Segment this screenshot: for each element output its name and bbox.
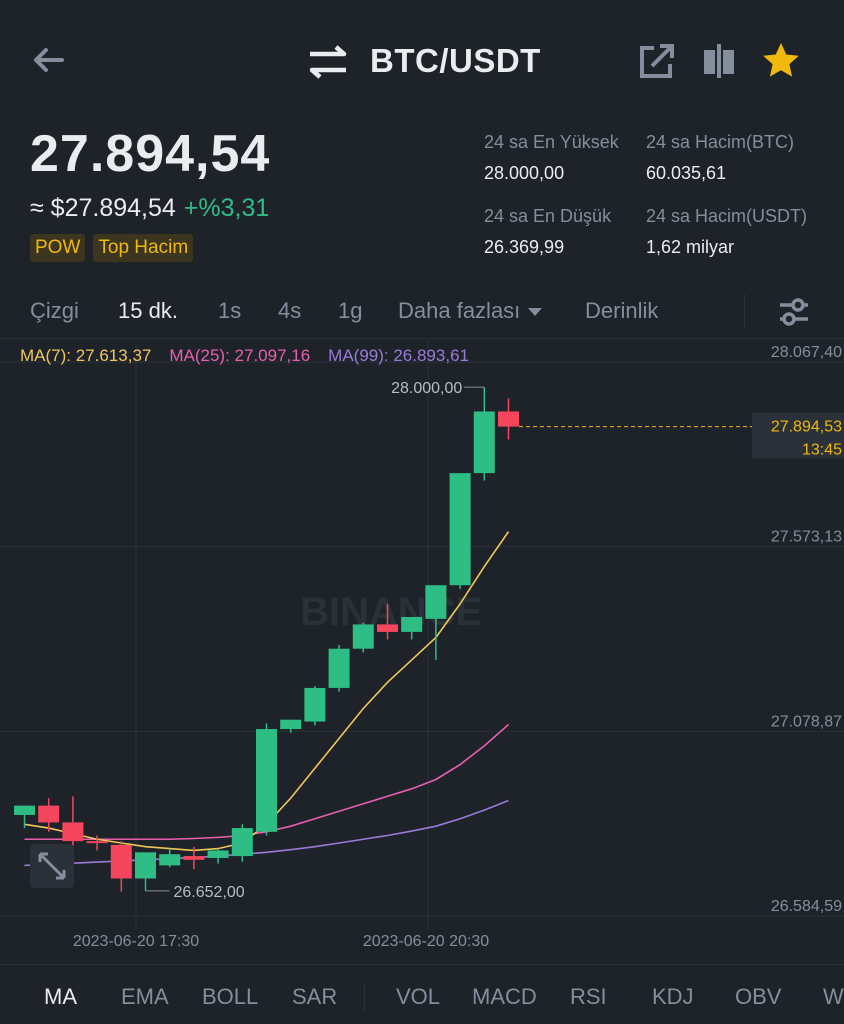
tab-15m[interactable]: 15 dk. xyxy=(118,298,178,323)
tab-more[interactable]: Daha fazlası xyxy=(398,298,543,324)
caret-down-icon xyxy=(528,308,543,317)
candle-body xyxy=(280,719,302,730)
ma99-label: MA(99): 26.893,61 xyxy=(328,346,469,365)
candle-body xyxy=(159,854,181,866)
volume-btc-value: 60.035,61 xyxy=(646,163,727,183)
candle-body xyxy=(38,805,60,823)
candle-body xyxy=(498,411,519,427)
countdown-label: 13:45 xyxy=(802,442,842,459)
candle-body xyxy=(425,585,447,619)
indicator-boll[interactable]: BOLL xyxy=(202,984,259,1009)
indicator-bar-border xyxy=(0,964,844,965)
tag-pow[interactable]: POW xyxy=(30,234,86,262)
x-tick-label: 2023-06-20 20:30 xyxy=(363,933,489,950)
indicator-vol[interactable]: VOL xyxy=(396,984,441,1009)
high-label: 24 sa En Yüksek xyxy=(484,132,619,152)
indicator-w[interactable]: W xyxy=(823,984,844,1009)
candle-body xyxy=(135,852,156,879)
candle-body xyxy=(304,687,326,722)
back-arrow-icon[interactable] xyxy=(28,40,68,80)
indicator-bar: MA EMA BOLL SAR VOL MACD RSI KDJ OBV W xyxy=(0,984,844,1014)
x-tick-label: 2023-06-20 17:30 xyxy=(73,933,199,950)
volume-usdt-value: 1,62 milyar xyxy=(646,237,735,257)
y-tick-label: 26.584,59 xyxy=(771,898,842,915)
candle-body xyxy=(86,841,108,844)
volume-btc-label: 24 sa Hacim(BTC) xyxy=(646,132,795,152)
last-price-label: 27.894,53 xyxy=(771,419,842,436)
high-marker-label: 28.000,00 xyxy=(391,380,462,397)
tab-line[interactable]: Çizgi xyxy=(30,298,79,323)
indicator-obv[interactable]: OBV xyxy=(735,984,782,1009)
y-tick-label: 27.078,87 xyxy=(771,713,842,730)
candle-body xyxy=(473,411,495,474)
ma7-label: MA(7): 27.613,37 xyxy=(20,346,152,365)
candle-body xyxy=(110,844,132,879)
low-marker-label: 26.652,00 xyxy=(174,884,245,901)
candle-body xyxy=(183,856,205,860)
tabs-border xyxy=(0,338,844,339)
ma25-label: MA(25): 27.097,16 xyxy=(169,346,311,365)
candle-body xyxy=(207,850,229,858)
price-sub-line: ≈ $27.894,54 +%3,31 xyxy=(30,194,269,223)
price-change: +%3,31 xyxy=(183,194,270,222)
candle-body xyxy=(401,616,423,632)
candlestick-chart[interactable]: BINANCE27.894,5313:4528.067,4027.573,132… xyxy=(0,340,844,964)
y-tick-label: 27.573,13 xyxy=(771,529,842,546)
tab-depth[interactable]: Derinlik xyxy=(585,298,659,323)
indicator-ma[interactable]: MA xyxy=(44,984,77,1009)
indicator-rsi[interactable]: RSI xyxy=(570,984,607,1009)
candle-body xyxy=(14,805,35,815)
tab-4h[interactable]: 4s xyxy=(278,298,302,323)
star-icon[interactable] xyxy=(760,40,802,82)
indicator-ema[interactable]: EMA xyxy=(121,984,169,1009)
indicator-kdj[interactable]: KDJ xyxy=(652,984,694,1009)
layout-icon[interactable] xyxy=(700,42,738,80)
candle-body xyxy=(449,473,471,586)
ma99-line xyxy=(24,799,509,867)
low-value: 26.369,99 xyxy=(484,237,565,257)
share-icon[interactable] xyxy=(638,42,676,80)
tabs-divider xyxy=(744,294,745,328)
tag-top-volume[interactable]: Top Hacim xyxy=(93,234,194,262)
last-price: 27.894,54 xyxy=(30,125,271,183)
candle-body xyxy=(328,648,350,688)
y-tick-label: 28.067,40 xyxy=(771,344,842,361)
tab-more-label: Daha fazlası xyxy=(398,298,521,323)
tag-list: POW Top Hacim xyxy=(30,234,194,262)
ma-legend: MA(7): 27.613,37 MA(25): 27.097,16 MA(99… xyxy=(20,346,469,366)
candle-body xyxy=(256,729,277,832)
indicator-sar[interactable]: SAR xyxy=(292,984,338,1009)
tab-1h[interactable]: 1s xyxy=(218,298,242,323)
expand-icon xyxy=(38,852,66,880)
last-price-box xyxy=(752,412,844,459)
volume-usdt-label: 24 sa Hacim(USDT) xyxy=(646,206,808,226)
candle-body xyxy=(62,822,84,842)
top-bar: BTC/USDT xyxy=(0,0,844,120)
candle-body xyxy=(231,828,253,857)
low-label: 24 sa En Düşük xyxy=(484,206,612,226)
pair-title[interactable]: BTC/USDT xyxy=(370,42,541,79)
chart-settings-icon[interactable] xyxy=(776,294,812,330)
indicator-macd[interactable]: MACD xyxy=(472,984,537,1009)
candle-body xyxy=(352,624,374,649)
indicator-divider xyxy=(364,984,365,1012)
high-value: 28.000,00 xyxy=(484,163,565,183)
swap-icon[interactable] xyxy=(306,44,350,80)
fiat-price: ≈ $27.894,54 xyxy=(30,194,176,222)
interval-tabs: Çizgi 15 dk. 1s 4s 1g Daha fazlası Derin… xyxy=(0,290,844,338)
candle-body xyxy=(377,624,398,632)
tab-1d[interactable]: 1g xyxy=(338,298,363,323)
